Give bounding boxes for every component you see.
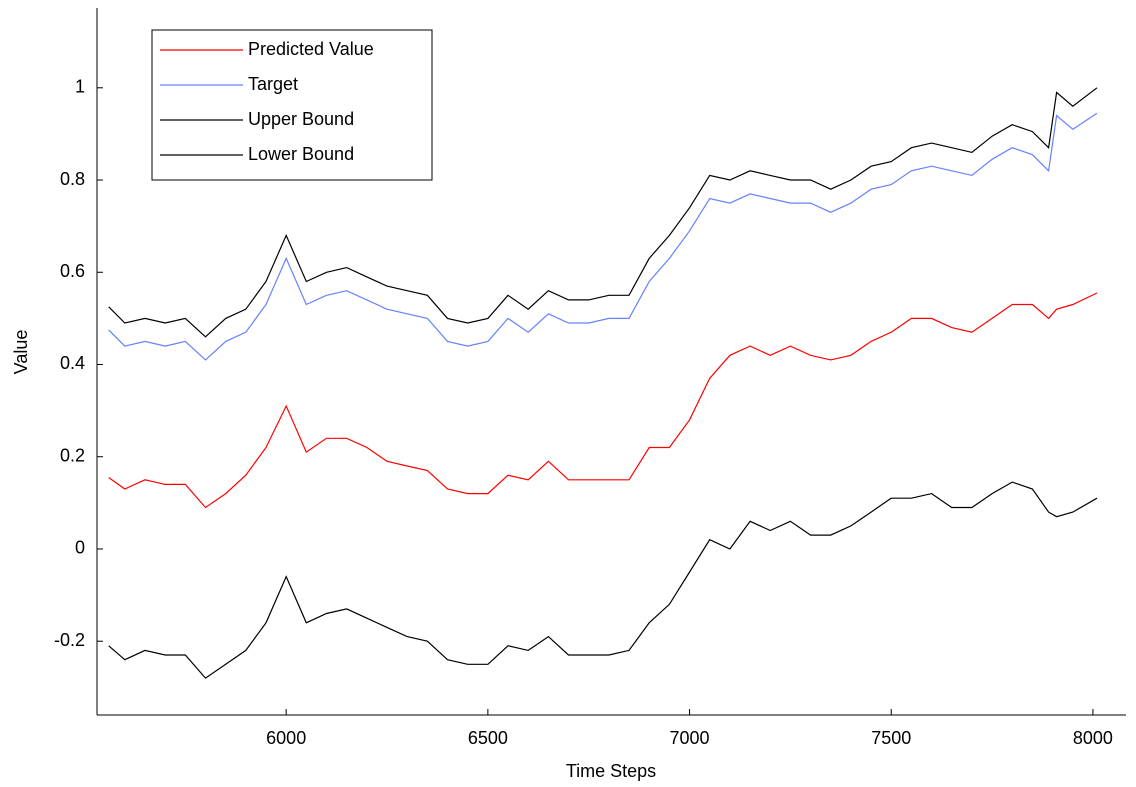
x-tick-label: 6000 — [266, 728, 306, 748]
legend-label: Target — [248, 74, 298, 94]
legend-label: Predicted Value — [248, 39, 374, 59]
y-tick-label: 1 — [75, 77, 85, 97]
x-tick-label: 8000 — [1073, 728, 1113, 748]
y-tick-label: 0.6 — [60, 261, 85, 281]
series-line — [108, 112, 1098, 361]
y-tick-label: 0 — [75, 538, 85, 558]
x-tick-label: 6500 — [468, 728, 508, 748]
series-line — [108, 481, 1098, 679]
series-line — [108, 87, 1098, 338]
x-axis-label: Time Steps — [566, 761, 656, 781]
y-tick-label: 0.4 — [60, 353, 85, 373]
y-tick-label: 0.2 — [60, 445, 85, 465]
legend-label: Upper Bound — [248, 109, 354, 129]
legend-label: Lower Bound — [248, 144, 354, 164]
x-tick-label: 7500 — [871, 728, 911, 748]
y-tick-label: -0.2 — [54, 630, 85, 650]
y-tick-label: 0.8 — [60, 169, 85, 189]
series-line — [108, 292, 1098, 509]
y-axis-label: Value — [11, 330, 31, 375]
x-tick-label: 7000 — [670, 728, 710, 748]
